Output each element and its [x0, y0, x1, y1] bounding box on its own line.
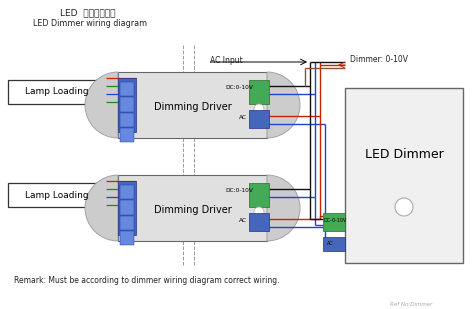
- Bar: [249, 183, 269, 207]
- Text: Dimming Driver: Dimming Driver: [154, 102, 231, 112]
- Text: Ref No:Dimmer: Ref No:Dimmer: [390, 302, 432, 307]
- Bar: [249, 110, 269, 128]
- Bar: [120, 113, 134, 127]
- Text: LED  调光器接线图: LED 调光器接线图: [60, 8, 116, 17]
- Text: Dimming Driver: Dimming Driver: [154, 205, 231, 215]
- Bar: [345, 88, 463, 263]
- Bar: [120, 185, 134, 199]
- Text: DC-0-10V: DC-0-10V: [324, 218, 347, 223]
- Text: AC: AC: [239, 218, 247, 223]
- Bar: [118, 72, 267, 138]
- Text: LED Dimmer: LED Dimmer: [365, 148, 443, 161]
- Circle shape: [395, 198, 413, 216]
- Bar: [120, 216, 134, 230]
- Wedge shape: [267, 175, 300, 241]
- Bar: [8, 80, 106, 104]
- Text: DC:0-10V: DC:0-10V: [225, 188, 253, 193]
- Bar: [120, 97, 134, 112]
- Circle shape: [254, 104, 264, 114]
- Wedge shape: [267, 72, 300, 138]
- Bar: [120, 231, 134, 245]
- Text: Lamp Loading: Lamp Loading: [25, 87, 89, 96]
- Text: AC Input: AC Input: [210, 56, 243, 65]
- Bar: [249, 80, 269, 104]
- Bar: [323, 213, 345, 231]
- Text: AC: AC: [327, 241, 334, 246]
- Text: LED Dimmer wiring diagram: LED Dimmer wiring diagram: [33, 19, 147, 28]
- Bar: [120, 200, 134, 215]
- Circle shape: [254, 207, 264, 217]
- Bar: [323, 237, 345, 251]
- Text: DC:0-10V: DC:0-10V: [225, 85, 253, 90]
- Bar: [120, 82, 134, 96]
- Bar: [118, 175, 267, 241]
- Bar: [249, 213, 269, 231]
- Text: Lamp Loading: Lamp Loading: [25, 191, 89, 200]
- Text: Dimmer: 0-10V: Dimmer: 0-10V: [350, 55, 408, 64]
- Wedge shape: [85, 175, 118, 241]
- Bar: [8, 183, 106, 207]
- Wedge shape: [85, 72, 118, 138]
- Bar: [118, 181, 136, 235]
- Bar: [120, 128, 134, 142]
- Bar: [118, 78, 136, 132]
- Text: Remark: Must be according to dimmer wiring diagram correct wiring.: Remark: Must be according to dimmer wiri…: [14, 276, 280, 285]
- Text: AC: AC: [239, 115, 247, 120]
